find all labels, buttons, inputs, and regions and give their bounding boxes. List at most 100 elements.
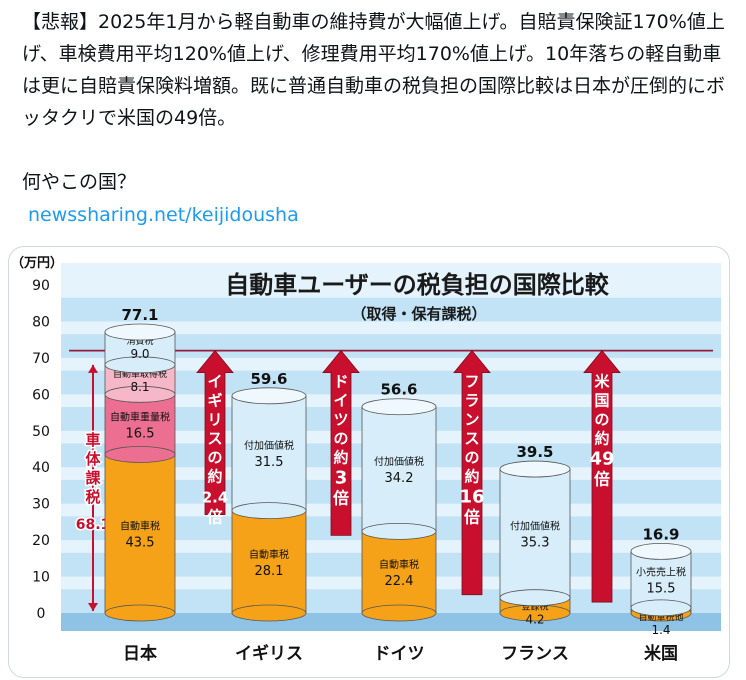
y-tick-label: 20: [32, 533, 50, 549]
tweet-text: 【悲報】2025年1月から軽自動車の維持費が大幅値上げ。自賠責保険証170%値上…: [22, 11, 726, 193]
ratio-arrow-char: イ: [207, 373, 222, 391]
ratio-arrow: [196, 349, 234, 515]
bar-segment-bottom-cap: [104, 385, 176, 403]
bar-segment: [231, 510, 307, 614]
bar-total-label: 16.9: [642, 525, 679, 543]
bar-segment: [104, 393, 176, 455]
article-link[interactable]: newssharing.net/keijidousha: [28, 204, 299, 226]
bar-total-label: 77.1: [121, 306, 158, 324]
ratio-arrow-char: の: [594, 411, 609, 429]
segment-name: 付加価値税: [244, 439, 294, 452]
bar-segment-bottom-cap: [231, 502, 307, 519]
ratio-suffix: 倍: [333, 489, 349, 508]
bar-top-cap: [630, 543, 692, 560]
segment-name: 自動車税: [120, 520, 160, 533]
category-label: フランス: [501, 644, 569, 664]
y-tick-label: 30: [32, 497, 50, 513]
bar-total-label: 56.6: [380, 381, 417, 399]
ratio-arrow: [322, 349, 360, 536]
bar-segment-bottom-cap: [231, 604, 307, 622]
ratio-suffix: 倍: [464, 508, 480, 527]
segment-name: 自動車税: [249, 548, 289, 561]
bar-segment-bottom-cap: [499, 589, 571, 607]
ratio-arrow-char: ツ: [333, 411, 348, 429]
segment-value: 8.1: [130, 380, 149, 394]
segment-value: 4.2: [525, 613, 544, 627]
segment-value: 16.5: [126, 426, 155, 441]
ratio-suffix: 倍: [207, 508, 223, 527]
y-tick-label: 40: [32, 460, 50, 476]
chart-title: 自動車ユーザーの税負担の国際比較: [225, 271, 610, 299]
bar-segment: [361, 406, 437, 532]
ratio-arrow-char: ギ: [207, 392, 222, 410]
ratio-value: 3: [335, 468, 348, 489]
bar-segment-bottom-cap: [630, 599, 692, 617]
category-label: 日本: [123, 643, 157, 664]
segment-value: 9.0: [130, 347, 149, 361]
bar-segment-bottom-cap: [361, 604, 437, 622]
bar-top-cap: [499, 460, 571, 478]
bar-total-label: 59.6: [250, 370, 287, 388]
y-tick-label: 10: [32, 570, 50, 586]
body-tax-label-char: 体: [85, 450, 101, 468]
body-tax-label-char: 税: [85, 488, 100, 506]
y-unit-label: （万円）: [11, 255, 63, 271]
chart-subtitle: （取得・保有課税）: [351, 305, 486, 323]
bar-segment: [361, 530, 437, 614]
ratio-value: 49: [589, 449, 614, 470]
ratio-arrow-char: 約: [594, 430, 609, 448]
ratio-arrow: [583, 349, 621, 603]
bar-segment-bottom-cap: [104, 356, 176, 374]
segment-value: 15.5: [647, 582, 676, 597]
ratio-arrow-char: 約: [333, 449, 348, 467]
segment-value: 43.5: [126, 536, 155, 551]
bar-segment: [104, 454, 176, 614]
y-tick-label: 0: [37, 606, 46, 622]
ratio-arrow-char: ラ: [464, 392, 479, 410]
bar-segment-bottom-cap: [104, 446, 176, 463]
bar-segment: [630, 551, 692, 609]
ratio-arrow-char: の: [333, 430, 348, 448]
body-tax-arrowhead-top: [88, 364, 98, 373]
bar-top-cap: [361, 398, 437, 416]
body-tax-value: 68.1: [76, 517, 111, 533]
ratio-arrow-char: ス: [207, 430, 222, 448]
ratio-arrow-char: 国: [594, 392, 609, 410]
category-label: イギリス: [235, 644, 303, 664]
bar-segment-bottom-cap: [361, 522, 437, 540]
ratio-arrow-char: ン: [464, 411, 479, 429]
ratio-arrow-char: の: [207, 449, 222, 467]
ratio-arrow-char: フ: [464, 373, 479, 391]
y-tick-label: 90: [32, 278, 50, 294]
ratio-arrow: [453, 349, 491, 596]
ratio-arrow-char: の: [464, 449, 479, 467]
ratio-value: 16: [459, 487, 484, 508]
ratio-value: 2.4: [202, 489, 229, 507]
category-label: ドイツ: [374, 644, 425, 664]
grid-stripe: [61, 334, 721, 358]
ratio-arrow-char: イ: [333, 392, 348, 410]
bar-segment: [231, 395, 307, 511]
grid-stripe: [61, 370, 721, 395]
y-tick-label: 70: [32, 351, 50, 367]
ratio-arrow-char: 米: [594, 373, 610, 391]
segment-name: 自動車税: [379, 558, 419, 571]
y-tick-label: 80: [32, 314, 50, 330]
y-tick-label: 50: [32, 424, 50, 440]
chart-image-card[interactable]: （万円） 0 10 20 30 40 50 60 70 80 90 自動車ユーザーの税負担の国際比較 （…: [8, 246, 730, 678]
ratio-arrow-char: ス: [464, 430, 479, 448]
segment-value: 34.2: [385, 471, 414, 486]
ratio-arrow-char: リ: [207, 411, 222, 429]
tax-comparison-chart: （万円） 0 10 20 30 40 50 60 70 80 90 自動車ユーザーの税負担の国際比較 （…: [11, 255, 721, 664]
segment-name: 小売売上税: [636, 566, 686, 579]
segment-name: 付加価値税: [510, 519, 560, 532]
bar-total-label: 39.5: [516, 443, 553, 461]
segment-value: 31.5: [255, 455, 284, 470]
grid-stripe: [61, 297, 721, 322]
bar-top-cap: [104, 323, 176, 341]
ratio-arrow-char: 約: [464, 468, 479, 486]
segment-value: 28.1: [255, 564, 284, 579]
bar-top-cap: [231, 387, 307, 405]
segment-value: 22.4: [385, 574, 414, 589]
bar-segment: [499, 468, 571, 599]
